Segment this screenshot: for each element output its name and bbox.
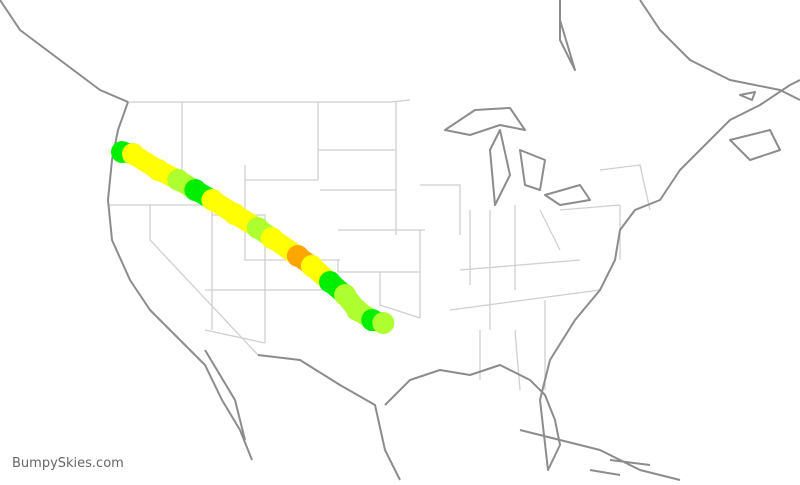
turbulence-point-moderate[interactable] <box>300 255 323 278</box>
turbulence-point-smooth[interactable] <box>184 179 207 202</box>
state-borders <box>108 99 651 391</box>
turbulence-point-moderate[interactable] <box>223 203 246 226</box>
flight-route <box>111 141 395 334</box>
turbulence-point-moderate[interactable] <box>147 158 170 181</box>
turbulence-point-moderate[interactable] <box>201 188 224 211</box>
turbulence-point-light[interactable] <box>372 311 395 334</box>
turbulence-point-light[interactable] <box>334 283 357 306</box>
watermark: BumpySkies.com <box>12 456 124 471</box>
turbulence-point-moderate[interactable] <box>260 227 283 250</box>
turbulence-point-light[interactable] <box>167 169 190 192</box>
turbulence-point-smooth[interactable] <box>319 270 342 293</box>
turbulence-point-moderate[interactable] <box>122 143 145 166</box>
